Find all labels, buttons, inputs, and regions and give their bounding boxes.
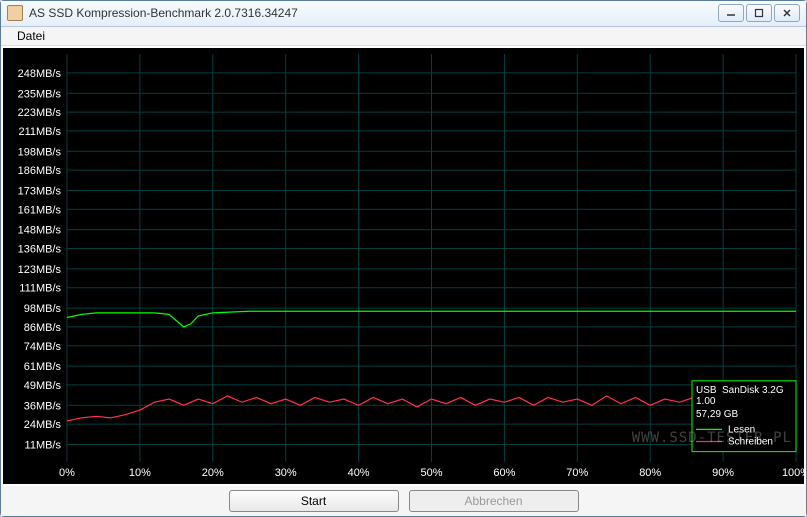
minimize-button[interactable]: [718, 4, 744, 22]
close-button[interactable]: [774, 4, 800, 22]
svg-text:148MB/s: 148MB/s: [18, 225, 62, 237]
menubar: Datei: [1, 27, 806, 46]
svg-text:248MB/s: 248MB/s: [18, 68, 62, 80]
svg-text:10%: 10%: [129, 467, 151, 479]
window-title: AS SSD Kompression-Benchmark 2.0.7316.34…: [29, 6, 718, 20]
menu-file[interactable]: Datei: [11, 27, 51, 45]
svg-text:70%: 70%: [566, 467, 588, 479]
svg-text:90%: 90%: [712, 467, 734, 479]
app-window: AS SSD Kompression-Benchmark 2.0.7316.34…: [0, 0, 807, 517]
svg-text:50%: 50%: [421, 467, 443, 479]
svg-text:20%: 20%: [202, 467, 224, 479]
abort-button[interactable]: Abbrechen: [409, 490, 579, 512]
svg-text:30%: 30%: [275, 467, 297, 479]
svg-text:74MB/s: 74MB/s: [24, 341, 62, 353]
start-button[interactable]: Start: [229, 490, 399, 512]
svg-text:111MB/s: 111MB/s: [19, 283, 61, 295]
window-controls: [718, 4, 800, 22]
button-row: Start Abbrechen: [1, 486, 806, 516]
svg-text:24MB/s: 24MB/s: [24, 419, 62, 431]
svg-text:1.00: 1.00: [696, 396, 716, 407]
svg-text:86MB/s: 86MB/s: [24, 322, 62, 334]
svg-text:235MB/s: 235MB/s: [18, 88, 62, 100]
svg-text:173MB/s: 173MB/s: [18, 185, 62, 197]
svg-text:60%: 60%: [493, 467, 515, 479]
app-icon: [7, 5, 23, 21]
svg-text:Lesen: Lesen: [728, 424, 755, 435]
svg-text:57,29 GB: 57,29 GB: [696, 409, 739, 420]
svg-text:11MB/s: 11MB/s: [25, 439, 62, 451]
chart-area: 248MB/s 235MB/s 223MB/s 211MB/s 198MB/s 186MB…: [3, 48, 804, 484]
svg-text:98MB/s: 98MB/s: [24, 303, 62, 315]
svg-text:36MB/s: 36MB/s: [24, 400, 62, 412]
svg-text:49MB/s: 49MB/s: [24, 380, 62, 392]
svg-text:186MB/s: 186MB/s: [18, 165, 62, 177]
svg-text:123MB/s: 123MB/s: [18, 264, 62, 276]
svg-text:61MB/s: 61MB/s: [24, 361, 62, 373]
svg-text:Schreiben: Schreiben: [728, 436, 773, 447]
svg-text:223MB/s: 223MB/s: [18, 107, 62, 119]
svg-text:211MB/s: 211MB/s: [18, 126, 61, 138]
svg-text:136MB/s: 136MB/s: [18, 243, 62, 255]
maximize-button[interactable]: [746, 4, 772, 22]
svg-text:100%: 100%: [782, 467, 804, 479]
compression-chart: 248MB/s 235MB/s 223MB/s 211MB/s 198MB/s 186MB…: [3, 48, 804, 484]
svg-text:USB: USB: [696, 385, 717, 396]
svg-text:0%: 0%: [59, 467, 75, 479]
svg-text:80%: 80%: [639, 467, 661, 479]
svg-text:40%: 40%: [348, 467, 370, 479]
svg-text:161MB/s: 161MB/s: [18, 204, 62, 216]
titlebar: AS SSD Kompression-Benchmark 2.0.7316.34…: [1, 1, 806, 27]
svg-text:SanDisk 3.2G: SanDisk 3.2G: [722, 385, 784, 396]
svg-text:198MB/s: 198MB/s: [18, 146, 62, 158]
